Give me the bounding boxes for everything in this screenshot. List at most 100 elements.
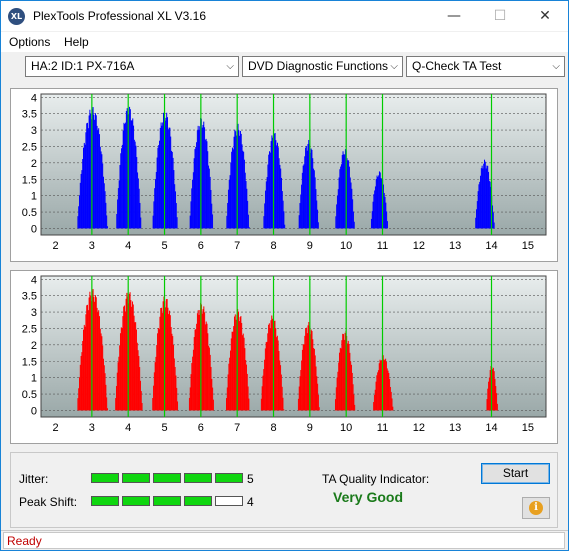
histogram-bar xyxy=(263,369,265,411)
histogram-bar xyxy=(192,356,194,411)
start-button[interactable]: Start xyxy=(481,463,550,484)
histogram-bar xyxy=(176,387,178,411)
histogram-bar xyxy=(487,165,489,229)
histogram-bar xyxy=(479,181,481,229)
info-button[interactable]: i xyxy=(522,497,550,519)
histogram-bar xyxy=(191,363,193,411)
menu-help[interactable]: Help xyxy=(64,35,89,49)
histogram-bar xyxy=(198,314,200,411)
x-tick-label: 6 xyxy=(198,422,204,434)
histogram-bar xyxy=(152,398,154,411)
histogram-bar xyxy=(267,333,269,411)
histogram-bar xyxy=(480,168,482,229)
histogram-bar xyxy=(172,157,174,229)
histogram-bar xyxy=(379,172,381,229)
histogram-bar xyxy=(198,129,200,229)
histogram-bar xyxy=(206,141,208,229)
histogram-bar xyxy=(96,307,98,411)
histogram-bar xyxy=(92,289,94,411)
histogram-bar xyxy=(103,365,105,411)
histogram-bar xyxy=(212,399,214,411)
histogram-bar xyxy=(277,147,279,229)
histogram-bar xyxy=(284,224,286,229)
x-tick-label: 4 xyxy=(125,422,131,434)
histogram-bar xyxy=(352,384,354,411)
histogram-bar xyxy=(173,344,175,411)
histogram-bar xyxy=(353,221,355,229)
histogram-bar xyxy=(375,178,377,229)
histogram-bar xyxy=(204,139,206,229)
x-tick-label: 14 xyxy=(485,240,497,252)
histogram-bar xyxy=(161,125,163,229)
histogram-bar xyxy=(203,121,205,229)
y-tick-label: 3 xyxy=(31,307,37,319)
histogram-bar xyxy=(197,125,199,229)
histogram-bar xyxy=(338,362,340,411)
histogram-bar xyxy=(174,366,176,411)
histogram-bar xyxy=(384,196,386,229)
histogram-bar xyxy=(492,367,494,411)
maximize-button[interactable]: ☐ xyxy=(493,8,507,24)
histogram-bar xyxy=(240,133,242,229)
histogram-bar xyxy=(129,292,131,411)
histogram-bar xyxy=(123,122,125,229)
histogram-bar xyxy=(274,320,276,411)
histogram-bar xyxy=(123,306,125,411)
histogram-bar xyxy=(492,369,494,411)
histogram-bar xyxy=(274,132,276,229)
ta-quality-value: Very Good xyxy=(333,489,404,505)
histogram-bar xyxy=(486,399,488,411)
histogram-bar xyxy=(268,324,270,411)
histogram-bar xyxy=(282,397,284,411)
histogram-bar xyxy=(308,139,310,229)
histogram-bar xyxy=(188,397,190,411)
histogram-bar xyxy=(167,129,169,229)
histogram-bar xyxy=(135,322,137,411)
x-tick-label: 6 xyxy=(198,240,204,252)
minimize-button[interactable]: — xyxy=(447,8,461,24)
histogram-bar xyxy=(281,386,283,411)
histogram-bar xyxy=(306,333,308,411)
histogram-bar xyxy=(166,117,168,229)
histogram-bar xyxy=(492,205,494,229)
histogram-bar xyxy=(120,153,122,229)
histogram-bar xyxy=(155,171,157,229)
histogram-bar xyxy=(387,370,389,411)
menu-options[interactable]: Options xyxy=(9,35,51,49)
histogram-bar xyxy=(140,391,142,411)
histogram-bar xyxy=(229,350,231,411)
histogram-bar xyxy=(211,378,213,411)
function-select[interactable]: DVD Diagnostic Functions ⌵ xyxy=(242,56,403,77)
function-select-value: DVD Diagnostic Functions xyxy=(248,59,389,73)
histogram-bar xyxy=(87,128,89,229)
histogram-bar xyxy=(79,377,81,411)
histogram-bar xyxy=(131,120,133,229)
histogram-bar xyxy=(192,172,194,229)
histogram-bar xyxy=(133,315,135,411)
histogram-bar xyxy=(348,166,350,229)
histogram-bar xyxy=(271,135,273,229)
histogram-bar xyxy=(271,315,273,411)
histogram-bar xyxy=(159,127,161,229)
drive-select[interactable]: HA:2 ID:1 PX-716A ⌵ xyxy=(25,56,239,77)
histogram-bar xyxy=(139,202,141,229)
histogram-bar xyxy=(99,328,101,411)
x-tick-label: 4 xyxy=(125,240,131,252)
histogram-bar xyxy=(301,172,303,229)
histogram-bar xyxy=(245,360,247,411)
histogram-bar xyxy=(191,188,193,229)
histogram-bar xyxy=(388,372,390,411)
histogram-bar xyxy=(230,338,232,411)
histogram-bar xyxy=(102,358,104,411)
close-button[interactable]: ✕ xyxy=(539,8,551,24)
histogram-bar xyxy=(341,340,343,411)
histogram-bar xyxy=(347,340,349,411)
histogram-bar xyxy=(313,168,315,229)
histogram-bar xyxy=(122,130,124,229)
histogram-bar xyxy=(346,158,348,229)
test-select[interactable]: Q-Check TA Test ⌵ xyxy=(406,56,565,77)
histogram-bar xyxy=(298,215,300,229)
histogram-bar xyxy=(156,345,158,411)
histogram-bar xyxy=(85,132,87,229)
